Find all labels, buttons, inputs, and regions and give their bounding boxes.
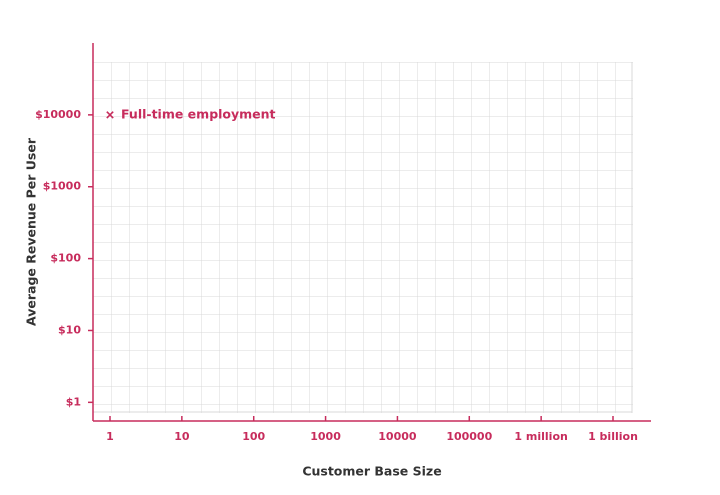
point-label: Full-time employment <box>121 106 276 121</box>
x-tick-label: 1 <box>106 430 114 443</box>
y-tick-label: $10000 <box>35 108 81 121</box>
x-tick-label: 1 billion <box>588 430 638 443</box>
y-tick-label: $100 <box>50 252 81 265</box>
point-stroke <box>106 111 114 119</box>
x-tick-label: 1000 <box>310 430 341 443</box>
x-tick-label: 100000 <box>446 430 492 443</box>
y-tick-label: $1 <box>66 395 81 408</box>
x-tick-label: 10 <box>174 430 190 443</box>
grid-background <box>93 62 633 413</box>
y-axis-title: Average Revenue Per User <box>24 137 39 326</box>
y-tick-label: $1000 <box>43 180 82 193</box>
x-tick-label: 100 <box>242 430 265 443</box>
x-tick-label: 1 million <box>514 430 567 443</box>
point <box>106 111 114 119</box>
grid <box>93 62 633 413</box>
x-axis-title: Customer Base Size <box>302 464 441 479</box>
y-tick-label: $10 <box>58 323 81 336</box>
x-tick-label: 10000 <box>378 430 417 443</box>
